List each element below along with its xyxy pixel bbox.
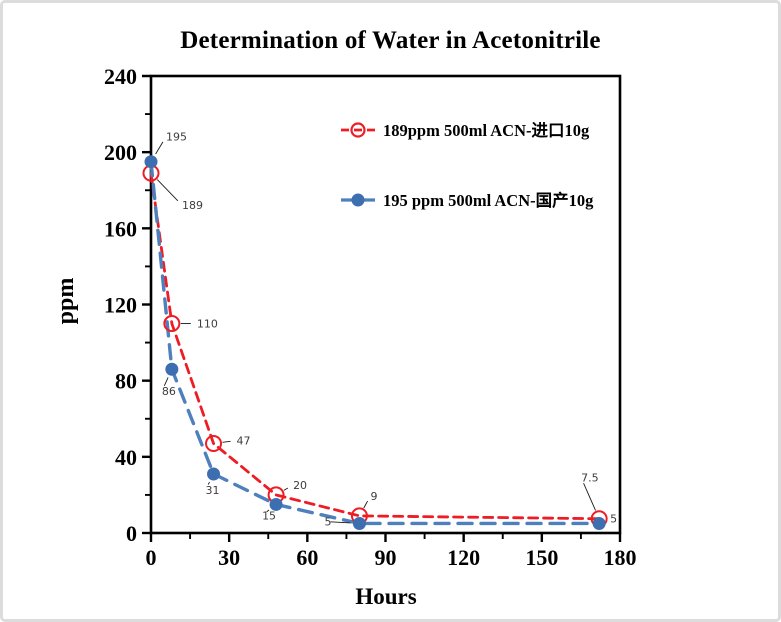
series-line-0 (149, 171, 601, 521)
x-tick-label: 120 (447, 545, 480, 570)
y-tick-label: 0 (126, 521, 137, 546)
data-point-marker (592, 516, 606, 530)
axis-frame (149, 74, 622, 535)
data-point-label: 7.5 (581, 472, 599, 485)
label-leader-line (283, 487, 289, 491)
legend-marker-symbol (351, 193, 365, 207)
x-tick-label: 150 (525, 545, 558, 570)
data-point-marker (207, 467, 221, 481)
x-tick-label: 180 (604, 545, 637, 570)
plot-area: 0 40 80 120 160 200 240 0 30 60 90 120 150 180 189 110 4… (104, 64, 637, 570)
label-leader-line (222, 440, 231, 443)
y-tick-label: 200 (104, 140, 137, 165)
label-leader-line (583, 483, 596, 511)
label-leader-line (266, 509, 270, 513)
label-leader-line (330, 521, 351, 524)
data-point-label: 86 (162, 385, 176, 398)
data-point-marker (144, 155, 158, 169)
x-tick-label: 90 (375, 545, 397, 570)
chart-title: Determination of Water in Acetonitrile (180, 27, 601, 54)
x-tick-label: 0 (146, 545, 157, 570)
y-tick-label: 40 (115, 445, 137, 470)
x-tick-label: 60 (296, 545, 318, 570)
data-point-marker (352, 516, 366, 530)
y-tick-label: 80 (115, 369, 137, 394)
label-leader-line (363, 500, 368, 509)
legend-marker-symbol (350, 122, 366, 138)
series-line-1 (149, 159, 601, 526)
data-point-label: 9 (370, 490, 377, 503)
label-leader-line (155, 141, 164, 155)
y-tick-label: 240 (104, 64, 137, 89)
label-leader-line (156, 179, 179, 202)
label-leader-line (207, 481, 210, 485)
legend-label: 189ppm 500ml ACN-进口10g (383, 121, 590, 140)
legend-label: 195 ppm 500ml ACN-国产10g (383, 190, 594, 210)
data-point-label: 5 (610, 512, 617, 525)
data-point-marker (163, 315, 181, 333)
data-point-label: 195 (166, 131, 187, 144)
data-point-label: 189 (182, 199, 203, 212)
data-point-label: 15 (262, 509, 276, 522)
data-point-marker (205, 435, 223, 453)
y-tick-label: 120 (104, 293, 137, 318)
x-axis-title: Hours (355, 584, 417, 609)
data-point-label: 110 (197, 318, 218, 331)
data-point-label: 20 (293, 479, 307, 492)
data-point-marker (269, 497, 283, 511)
data-point-label: 31 (206, 484, 220, 497)
y-tick-label: 160 (104, 216, 137, 241)
data-point-label: 47 (237, 435, 251, 448)
label-leader-line (163, 377, 169, 386)
x-tick-label: 30 (218, 545, 240, 570)
data-point-marker (165, 362, 179, 376)
data-point-label: 5 (324, 515, 331, 528)
